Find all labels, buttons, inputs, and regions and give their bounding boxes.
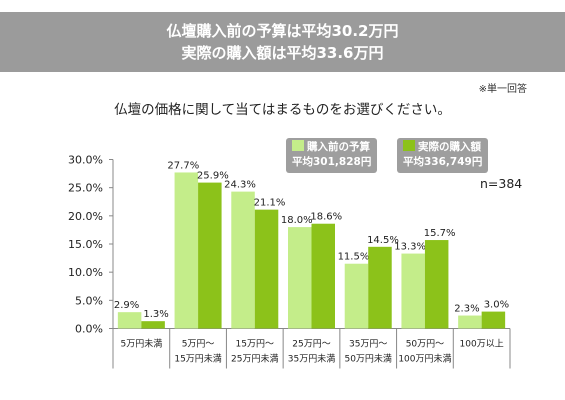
legend-label-budget: 購入前の予算 xyxy=(307,141,370,153)
legend-label-actual: 実際の購入額 xyxy=(418,141,481,153)
x-tick-label: 5万円～ xyxy=(182,339,215,350)
bar-actual xyxy=(254,209,279,329)
x-tick-label: 35万円～ xyxy=(349,339,387,350)
data-label: 2.9% xyxy=(114,300,139,311)
bar-budget xyxy=(458,315,482,329)
legend-item-actual: 実際の購入額 平均336,749円 xyxy=(397,138,489,173)
x-tick-label: 5万円未満 xyxy=(120,338,162,350)
bar-budget xyxy=(344,263,369,329)
y-tick-label: 5.0% xyxy=(75,294,103,307)
y-tick-label: 0.0% xyxy=(75,323,103,336)
x-tick-label: 25万円～ xyxy=(292,339,330,350)
bar-actual xyxy=(368,246,392,329)
data-label: 14.5% xyxy=(367,235,399,246)
y-tick-label: 10.0% xyxy=(68,266,103,279)
bar-actual xyxy=(424,240,449,329)
data-label: 11.5% xyxy=(338,252,370,263)
legend-average-actual: 平均336,749円 xyxy=(403,156,483,168)
bar-actual xyxy=(198,182,222,329)
data-label: 1.3% xyxy=(143,309,168,320)
legend-swatch-budget xyxy=(292,140,304,151)
bar-actual xyxy=(311,223,335,329)
bar-actual xyxy=(141,321,165,329)
x-tick-label: 100万以上 xyxy=(460,339,504,350)
data-label: 18.6% xyxy=(310,212,342,223)
x-tick-label: 15万円～ xyxy=(236,339,274,350)
survey-question: 仏壇の価格に関して当てはまるものをお選びください。 xyxy=(114,102,451,118)
legend-average-budget: 平均301,828円 xyxy=(292,156,372,168)
x-tick-label: 100万円未満 xyxy=(398,353,451,365)
data-label: 18.0% xyxy=(281,215,313,226)
title-line-2: 実際の購入額は平均33.6万円 xyxy=(181,44,384,62)
y-tick-label: 15.0% xyxy=(68,238,103,251)
answer-type-note: ※単一回答 xyxy=(478,84,527,95)
x-tick-label: 15万円未満 xyxy=(174,353,221,365)
bar-budget xyxy=(288,227,312,329)
x-tick-label: 25万円未満 xyxy=(231,353,278,365)
legend-item-budget: 購入前の予算 平均301,828円 xyxy=(286,138,378,173)
bar-actual xyxy=(481,311,506,329)
data-label: 15.7% xyxy=(424,228,456,239)
data-label: 21.1% xyxy=(254,198,286,209)
bar-budget xyxy=(174,172,199,329)
data-label: 27.7% xyxy=(167,160,199,171)
data-label: 24.3% xyxy=(224,180,256,191)
title-line-1: 仏壇購入前の予算は平均30.2万円 xyxy=(166,22,399,40)
x-tick-label: 50万円未満 xyxy=(344,353,391,365)
data-label: 13.3% xyxy=(394,242,426,253)
legend-swatch-actual xyxy=(403,140,415,151)
y-tick-label: 30.0% xyxy=(68,154,103,167)
data-label: 3.0% xyxy=(484,300,509,311)
bar-budget xyxy=(117,312,142,329)
bar-budget xyxy=(401,253,425,329)
x-tick-label: 50万円～ xyxy=(406,339,444,350)
sample-size-label: n=384 xyxy=(480,176,523,191)
bar-budget xyxy=(231,191,255,329)
title-banner: 仏壇購入前の予算は平均30.2万円 実際の購入額は平均33.6万円 xyxy=(0,12,565,72)
y-tick-label: 20.0% xyxy=(68,210,103,223)
x-tick-label: 35万円未満 xyxy=(288,353,335,365)
data-label: 2.3% xyxy=(454,304,479,315)
y-tick-label: 25.0% xyxy=(68,182,103,195)
data-label: 25.9% xyxy=(197,171,229,182)
